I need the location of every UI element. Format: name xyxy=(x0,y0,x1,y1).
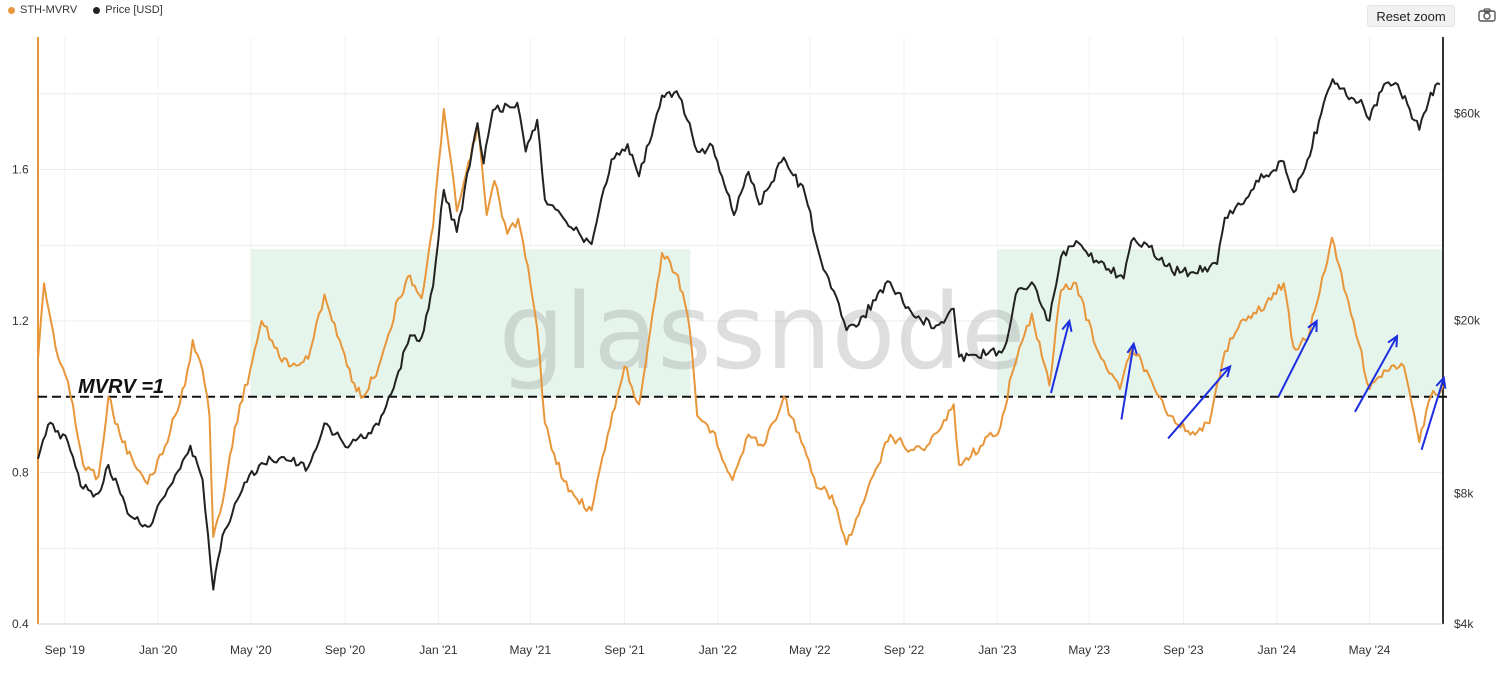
legend: STH-MVRV Price [USD] xyxy=(8,4,163,16)
legend-item-sth-mvrv[interactable]: STH-MVRV xyxy=(8,4,77,16)
legend-label-price: Price [USD] xyxy=(105,4,163,16)
annotation-arrow xyxy=(1420,377,1445,451)
series-line-sth-mvrv xyxy=(37,108,1444,546)
x-tick-label: Sep '19 xyxy=(45,643,86,657)
series-group xyxy=(37,78,1444,591)
x-tick-label: Sep '23 xyxy=(1163,643,1204,657)
annotation-arrow-head xyxy=(1126,341,1138,355)
annotation-arrow xyxy=(1354,335,1398,413)
reset-zoom-button[interactable]: Reset zoom xyxy=(1367,5,1455,27)
x-tick-label: May '21 xyxy=(509,643,551,657)
x-tick-label: May '24 xyxy=(1349,643,1391,657)
x-tick-label: May '20 xyxy=(230,643,272,657)
y-left-tick-label: 1.2 xyxy=(12,314,29,328)
x-tick-label: Sep '21 xyxy=(604,643,645,657)
watermark: glassnode xyxy=(499,271,1026,393)
y-right-tick-label: $4k xyxy=(1454,617,1474,631)
left-axis-ticks: 0.4 0.8 1.2 1.6 xyxy=(12,163,29,631)
y-left-tick-label: 1.6 xyxy=(12,163,29,177)
x-tick-label: May '22 xyxy=(789,643,831,657)
reference-line-label: MVRV =1 xyxy=(78,376,164,398)
annotation-arrow xyxy=(1050,320,1071,394)
series-line-price xyxy=(37,78,1441,591)
annotation-arrow xyxy=(1277,320,1318,398)
annotation-arrow xyxy=(1167,365,1231,440)
arrows-group xyxy=(1050,318,1447,451)
x-tick-label: Jan '24 xyxy=(1258,643,1297,657)
x-axis-ticks: Sep '19 Jan '20 May '20 Sep '20 Jan '21 May '… xyxy=(45,643,1391,657)
y-left-tick-label: 0.8 xyxy=(12,466,29,480)
annotation-arrow-head xyxy=(1387,334,1399,348)
x-tick-label: Sep '20 xyxy=(325,643,366,657)
y-left-tick-label: 0.4 xyxy=(12,617,29,631)
x-tick-label: Jan '21 xyxy=(419,643,458,657)
y-right-tick-label: $8k xyxy=(1454,486,1474,500)
annotation-arrow-head xyxy=(1061,318,1073,333)
shaded-regions xyxy=(250,249,1443,397)
shaded-region xyxy=(250,249,691,397)
y-right-tick-label: $60k xyxy=(1454,106,1481,120)
annotation-arrow-head xyxy=(1435,375,1447,389)
annotation-arrow xyxy=(1120,343,1135,420)
annotation-arrow-head xyxy=(1219,364,1232,378)
x-tick-label: Sep '22 xyxy=(884,643,925,657)
legend-dot-price xyxy=(93,6,101,14)
legend-dot-sth-mvrv xyxy=(8,6,15,14)
x-tick-label: Jan '23 xyxy=(978,643,1017,657)
right-axis-ticks: $4k $8k $20k $60k xyxy=(1454,106,1481,631)
annotation-arrow-head xyxy=(1307,318,1318,333)
x-tick-label: May '23 xyxy=(1068,643,1110,657)
x-tick-label: Jan '22 xyxy=(699,643,738,657)
y-right-tick-label: $20k xyxy=(1454,314,1481,328)
camera-icon[interactable] xyxy=(1478,8,1496,22)
legend-label-sth-mvrv: STH-MVRV xyxy=(20,4,78,16)
legend-item-price[interactable]: Price [USD] xyxy=(93,4,163,16)
x-tick-label: Jan '20 xyxy=(139,643,178,657)
